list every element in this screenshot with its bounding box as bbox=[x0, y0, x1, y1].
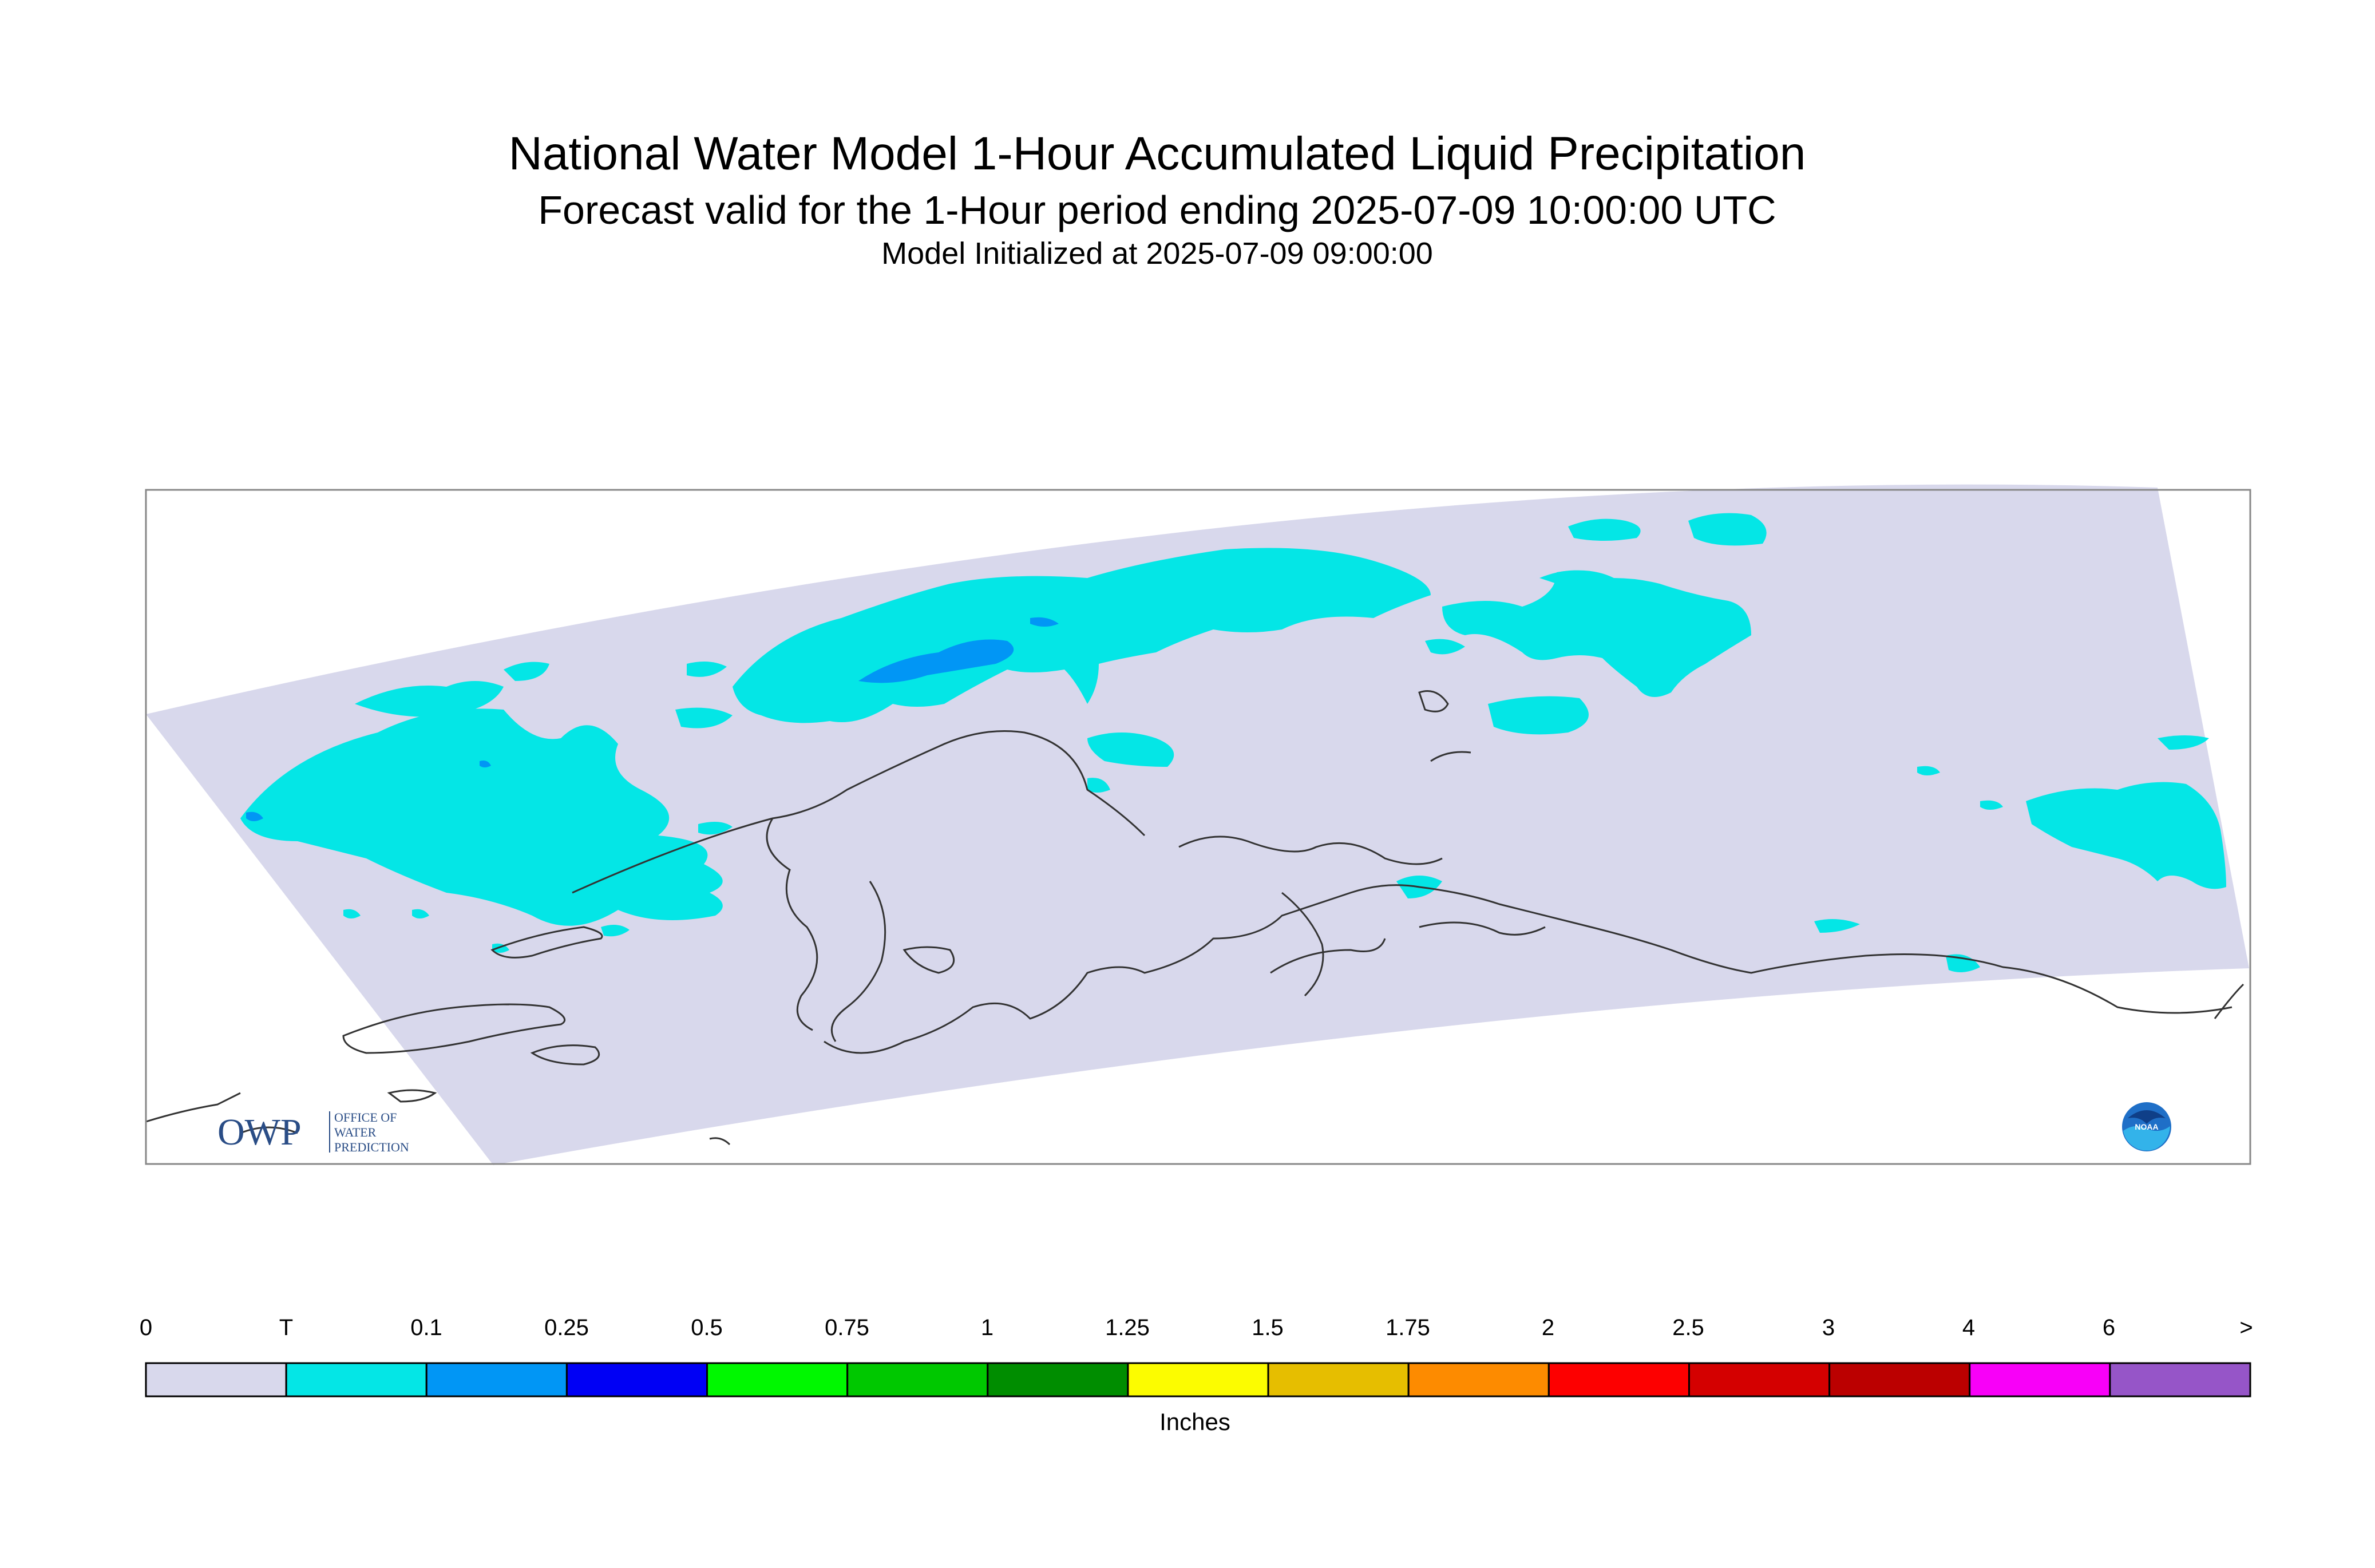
legend-color-swatch bbox=[1407, 1362, 1550, 1397]
coastline bbox=[709, 1137, 731, 1146]
precip-area bbox=[1917, 766, 1940, 775]
legend-tick-label: > bbox=[2239, 1315, 2253, 1340]
legend-tick-label: 1.5 bbox=[1252, 1315, 1284, 1340]
precip-area bbox=[675, 707, 733, 728]
precip-area bbox=[343, 909, 361, 918]
legend-color-swatch bbox=[565, 1362, 708, 1397]
legend-color-swatch bbox=[1688, 1362, 1831, 1397]
precip-area bbox=[1087, 732, 1174, 767]
precip-area bbox=[355, 681, 504, 717]
legend-color-swatch bbox=[285, 1362, 428, 1397]
legend-tick-label: 4 bbox=[1962, 1315, 1976, 1340]
coastline bbox=[145, 1092, 241, 1123]
svg-text:OWP: OWP bbox=[217, 1111, 302, 1153]
precip-area bbox=[698, 822, 733, 835]
precip-area bbox=[1980, 800, 2003, 810]
precip-area bbox=[412, 909, 429, 918]
legend-color-swatch bbox=[2109, 1362, 2251, 1397]
legend-tick-label: 0.1 bbox=[410, 1315, 442, 1340]
coastline bbox=[830, 881, 886, 1042]
legend-tick-label: 0 bbox=[139, 1315, 153, 1340]
precip-area bbox=[1568, 518, 1641, 541]
coastlines bbox=[145, 690, 2245, 1146]
svg-text:PREDICTION: PREDICTION bbox=[334, 1140, 409, 1154]
precip-area bbox=[1150, 599, 1213, 624]
precip-light-areas bbox=[246, 617, 1059, 821]
precip-area bbox=[480, 761, 491, 767]
coastline bbox=[342, 1003, 566, 1054]
model-domain bbox=[146, 484, 2249, 1165]
precip-area bbox=[1688, 513, 1767, 546]
coastline bbox=[2214, 983, 2245, 1019]
precip-area bbox=[1539, 570, 1591, 584]
legend-tick-label: 2.5 bbox=[1672, 1315, 1704, 1340]
legend-tick-label: 1 bbox=[980, 1315, 994, 1340]
coastline bbox=[1430, 751, 1471, 762]
coastline bbox=[1178, 836, 1443, 865]
coastline bbox=[1418, 690, 1449, 712]
svg-text:WATER: WATER bbox=[334, 1125, 377, 1139]
coastline bbox=[572, 730, 1146, 894]
legend-tick-label: T bbox=[279, 1315, 294, 1340]
svg-text:OFFICE OF: OFFICE OF bbox=[334, 1110, 397, 1124]
precip-area bbox=[1946, 954, 1980, 972]
precip-area bbox=[246, 811, 263, 821]
legend-tick-label: 0.5 bbox=[691, 1315, 723, 1340]
map-frame bbox=[145, 489, 2251, 1165]
map-subtitle: Forecast valid for the 1-Hour period end… bbox=[538, 188, 1776, 232]
coastline bbox=[824, 884, 2232, 1054]
legend-tick-label: 6 bbox=[2102, 1315, 2116, 1340]
precip-area bbox=[1425, 639, 1465, 655]
legend-color-swatch bbox=[706, 1362, 849, 1397]
precip-area bbox=[1030, 617, 1059, 627]
legend-color-swatch bbox=[1267, 1362, 1410, 1397]
model-init-time: Model Initialized at 2025-07-09 09:00:00 bbox=[881, 236, 1433, 271]
coastline bbox=[530, 1044, 600, 1066]
legend-tick-label: 0.25 bbox=[544, 1315, 589, 1340]
legend-color-swatch bbox=[846, 1362, 989, 1397]
precip-area bbox=[687, 662, 727, 677]
coastline bbox=[1419, 921, 1546, 936]
legend-color-swatch bbox=[1547, 1362, 1690, 1397]
legend-tick-label: 0.75 bbox=[825, 1315, 869, 1340]
legend-color-swatch bbox=[1969, 1362, 2111, 1397]
precip-area bbox=[1087, 778, 1110, 793]
precip-trace-areas bbox=[240, 513, 2226, 972]
legend-color-swatch bbox=[425, 1362, 568, 1397]
legend-tick-label: 2 bbox=[1541, 1315, 1555, 1340]
legend-color-swatch bbox=[145, 1362, 287, 1397]
svg-text:NOAA: NOAA bbox=[2135, 1122, 2158, 1131]
legend-tick-label: 1.25 bbox=[1105, 1315, 1150, 1340]
legend-tick-label: 1.75 bbox=[1386, 1315, 1430, 1340]
legend-tick-label: 3 bbox=[1822, 1315, 1835, 1340]
coastline bbox=[902, 946, 955, 974]
precip-area bbox=[1442, 570, 1751, 697]
legend-color-swatch bbox=[1127, 1362, 1269, 1397]
precip-area bbox=[858, 639, 1014, 683]
map-title: National Water Model 1-Hour Accumulated … bbox=[508, 128, 1806, 180]
coastline bbox=[490, 926, 603, 959]
owp-logo: OWP OFFICE OF WATER PREDICTION bbox=[217, 1110, 409, 1154]
legend-units-label: Inches bbox=[1159, 1408, 1230, 1435]
precip-area bbox=[240, 708, 723, 926]
coastline bbox=[1281, 892, 1324, 997]
noaa-logo: NOAA bbox=[2122, 1102, 2171, 1151]
precip-area bbox=[1488, 696, 1589, 735]
precip-area bbox=[504, 662, 549, 681]
coastline bbox=[387, 1089, 437, 1103]
precip-area bbox=[1814, 919, 1860, 933]
coastline bbox=[766, 818, 818, 1031]
coastline bbox=[1270, 938, 1386, 974]
precip-area bbox=[2158, 735, 2209, 750]
precip-area bbox=[2026, 782, 2226, 889]
precip-area bbox=[601, 925, 630, 937]
legend-color-swatch bbox=[987, 1362, 1129, 1397]
legend-color-swatch bbox=[1828, 1362, 1971, 1397]
coastline bbox=[240, 1126, 298, 1134]
